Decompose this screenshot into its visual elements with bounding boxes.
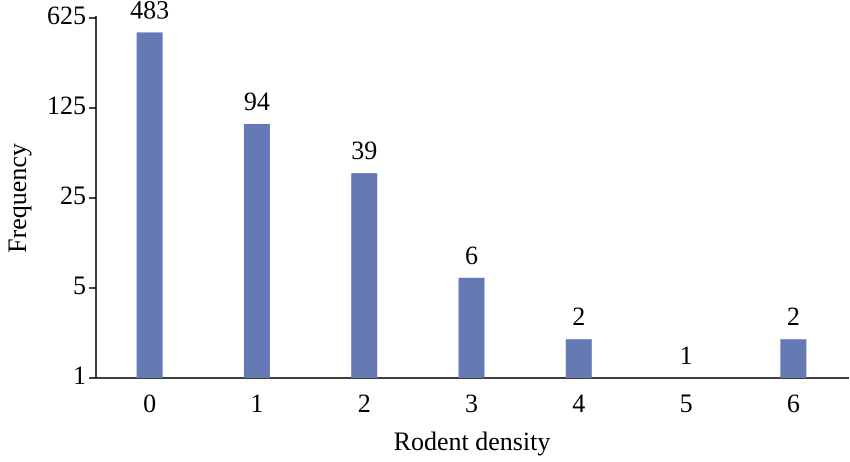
x-tick-label: 3 <box>465 389 478 418</box>
y-tick-label: 125 <box>47 91 86 120</box>
bar <box>780 339 807 378</box>
x-axis-label: Rodent density <box>394 427 551 456</box>
x-tick-label: 2 <box>358 389 371 418</box>
bar <box>458 277 485 378</box>
x-tick-label: 0 <box>143 389 156 418</box>
value-label: 2 <box>787 302 800 331</box>
bar <box>243 123 270 379</box>
bar <box>136 32 163 379</box>
x-tick-label: 6 <box>787 389 800 418</box>
value-label: 6 <box>465 241 478 270</box>
y-tick-label: 625 <box>47 1 86 30</box>
x-tick-label: 4 <box>572 389 585 418</box>
value-label: 39 <box>351 136 377 165</box>
x-tick-label: 5 <box>680 389 693 418</box>
y-axis-label: Frequency <box>3 143 32 253</box>
y-tick-label: 5 <box>73 271 86 300</box>
bar <box>351 173 378 378</box>
y-tick-label: 1 <box>73 361 86 390</box>
value-label: 1 <box>680 341 693 370</box>
value-label: 94 <box>244 87 270 116</box>
bar <box>565 339 592 378</box>
value-label: 483 <box>130 0 169 24</box>
x-tick-label: 1 <box>250 389 263 418</box>
y-tick-label: 25 <box>60 181 86 210</box>
value-label: 2 <box>572 302 585 331</box>
